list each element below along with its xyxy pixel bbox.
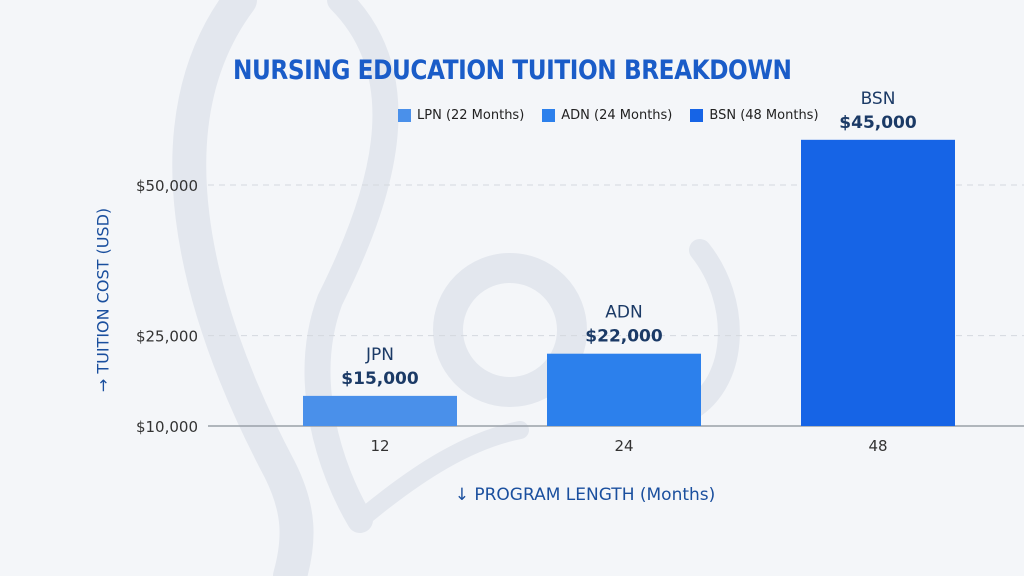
x-tick-label: 24	[614, 437, 633, 455]
legend-label-lpn: LPN (22 Months)	[417, 108, 525, 123]
bar-label: JPN	[365, 345, 394, 365]
bar-value-label: $45,000	[839, 113, 917, 133]
y-tick-label: $25,000	[136, 328, 198, 346]
bar-bsn	[801, 139, 955, 426]
x-axis-title: ↓ PROGRAM LENGTH (Months)	[454, 485, 716, 505]
bar-value-label: $15,000	[341, 369, 419, 389]
legend-swatch-lpn	[398, 109, 411, 122]
y-tick-label: $50,000	[136, 177, 198, 195]
bar-adn	[547, 353, 701, 426]
chart-title: NURSING EDUCATION TUITION BREAKDOWN	[233, 55, 792, 86]
bar-label: ADN	[605, 303, 642, 323]
legend-item-lpn: LPN (22 Months)	[398, 108, 524, 123]
y-tick-label: $10,000	[136, 418, 198, 436]
legend-item-adn: ADN (24 Months)	[542, 108, 672, 123]
bar-label: BSN	[861, 89, 896, 109]
x-tick-label: 12	[370, 437, 389, 455]
legend-item-bsn: BSN (48 Months)	[690, 108, 819, 123]
x-tick-label: 48	[868, 437, 887, 455]
bar-value-label: $22,000	[585, 327, 663, 347]
legend-label-adn: ADN (24 Months)	[561, 108, 673, 123]
legend-label-bsn: BSN (48 Months)	[709, 108, 819, 123]
legend-swatch-adn	[542, 109, 556, 122]
bar-jpn	[303, 395, 457, 426]
legend-swatch-bsn	[690, 109, 704, 122]
legend: LPN (22 Months) ADN (24 Months) BSN (48 …	[398, 108, 819, 123]
